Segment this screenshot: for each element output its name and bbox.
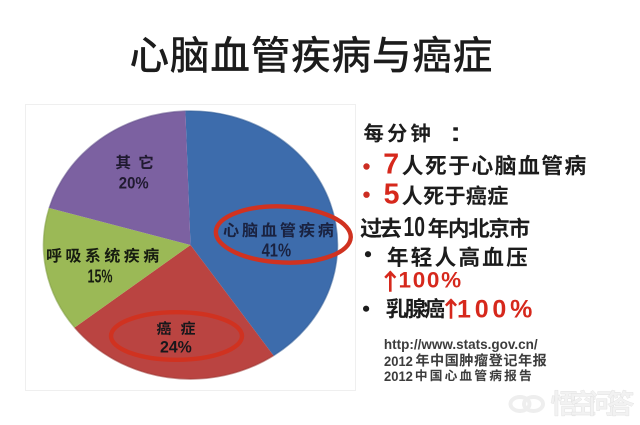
svg-text:2012: 2012 bbox=[384, 368, 413, 384]
svg-text:24%: 24% bbox=[160, 338, 192, 357]
svg-text:15%: 15% bbox=[88, 266, 113, 287]
svg-text:20%: 20% bbox=[119, 173, 149, 192]
svg-text:41%: 41% bbox=[262, 241, 292, 261]
svg-text:7: 7 bbox=[383, 148, 399, 180]
svg-text:10: 10 bbox=[404, 211, 426, 242]
svg-text:2012: 2012 bbox=[384, 353, 413, 369]
svg-text:5: 5 bbox=[384, 178, 400, 210]
svg-text:http://www.stats.gov.cn/: http://www.stats.gov.cn/ bbox=[384, 337, 538, 352]
svg-text:100%: 100% bbox=[457, 295, 536, 323]
svg-text:100%: 100% bbox=[399, 267, 463, 292]
